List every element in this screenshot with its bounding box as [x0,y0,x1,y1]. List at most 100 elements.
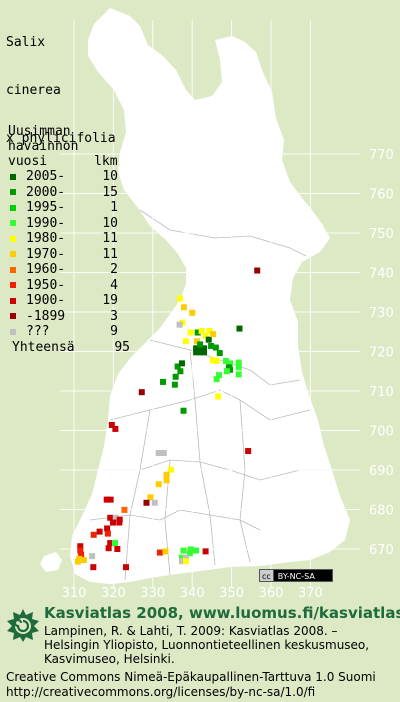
observation-marker [227,366,234,373]
observation-marker [186,550,193,557]
legend-row: 1900- 19 [8,293,130,309]
license-line: Creative Commons Nimeä-Epäkaupallinen-Ta… [6,670,376,684]
observation-marker [180,304,187,311]
legend-row: 2000- 15 [8,185,130,201]
legend-swatch [10,204,16,211]
observation-marker [193,345,200,352]
legend-swatch [10,251,16,258]
legend-period: 1960- [26,262,66,278]
observation-marker [107,496,114,503]
legend-swatch [10,220,16,227]
citation-text: Lampinen, R. & Lahti, T. 2009: Kasviatla… [44,624,370,666]
legend-swatch [10,173,16,180]
legend-count: 3 [110,308,118,324]
observation-marker [198,327,205,334]
observation-marker [112,425,119,432]
legend-swatch [10,297,16,304]
observation-marker [123,564,130,571]
observation-marker [96,528,103,535]
observation-marker [143,499,150,506]
legend-period: 1990- [26,215,66,231]
observation-marker [201,349,208,356]
cc-license-badge[interactable]: cc BY-NC-SA [259,569,333,582]
easting-label: 370 [298,586,323,601]
northing-label: 700 [369,425,394,440]
observation-marker [235,371,242,378]
observation-marker [187,546,194,553]
aland-islands [40,552,62,572]
legend-period: 2000- [26,184,66,200]
observation-marker [121,506,128,513]
observation-marker [178,558,185,565]
legend-period: 1980- [26,231,66,247]
legend-total: Yhteensä 95 [8,340,130,356]
observation-marker [177,368,184,375]
observation-marker [201,345,208,352]
observation-marker [235,364,242,371]
observation-marker [162,548,169,555]
observation-markers [74,267,261,571]
province-borders [89,209,330,581]
observation-marker [114,546,121,552]
observation-marker [197,345,204,352]
legend-row: 2005- 10 [8,169,130,185]
legend-heading-line: Uusimman [8,124,71,139]
legend-row: 1995- 1 [8,200,130,216]
observation-marker [180,407,187,414]
observation-marker [235,359,242,366]
legend-count: 10 [102,215,118,231]
northing-label: 740 [369,267,394,282]
legend-heading: Uusimman havainnon vuosi lkm [8,124,130,169]
legend-swatch [10,189,16,196]
observation-marker [208,342,215,349]
legend-swatch [10,328,16,335]
observation-marker [155,450,162,457]
observation-marker [174,363,181,370]
easting-label: 330 [140,586,165,601]
easting-label: 360 [259,586,284,601]
kasviatlas-link[interactable]: Kasviatlas 2008, www.luomus.fi/kasviatla… [44,604,400,622]
observation-marker [138,389,145,396]
legend-row: 1970- 11 [8,247,130,263]
observation-marker [103,496,110,503]
legend-swatch [10,282,16,289]
legend-count: 1 [110,200,118,216]
northing-label: 730 [369,306,394,321]
observation-marker [182,554,189,561]
legend-period: 2005- [26,169,66,185]
finland-landmass [70,8,350,584]
legend-row: -1899 3 [8,309,130,325]
coordinate-grid [60,20,360,588]
observation-marker [254,267,261,274]
observation-marker [176,321,183,328]
observation-marker [163,471,170,478]
observation-marker [90,564,97,571]
legend-total-label: Yhteensä [12,339,75,355]
observation-marker [105,545,112,552]
observation-marker [215,393,222,400]
observation-marker [172,373,179,380]
observation-marker [189,309,196,316]
observation-marker [77,543,84,550]
observation-marker [223,357,230,364]
observation-marker [202,332,209,339]
northing-label: 720 [369,346,394,361]
species-name-line: x phylicifolia [6,131,116,146]
easting-label: 320 [101,586,126,601]
observation-marker [176,295,183,302]
observation-marker [216,350,223,357]
observation-marker [223,368,230,375]
observation-marker [236,325,243,332]
cc-icon: cc [260,570,274,581]
license-url-link[interactable]: http://creativecommons.org/licenses/by-n… [6,685,316,699]
observation-marker [104,525,111,532]
legend-swatch [10,266,16,273]
legend-count: 11 [102,231,118,247]
observation-marker [104,530,111,537]
observation-marker [155,481,162,488]
northing-label: 690 [369,464,394,479]
observation-marker [90,531,97,538]
observation-marker [209,357,216,364]
